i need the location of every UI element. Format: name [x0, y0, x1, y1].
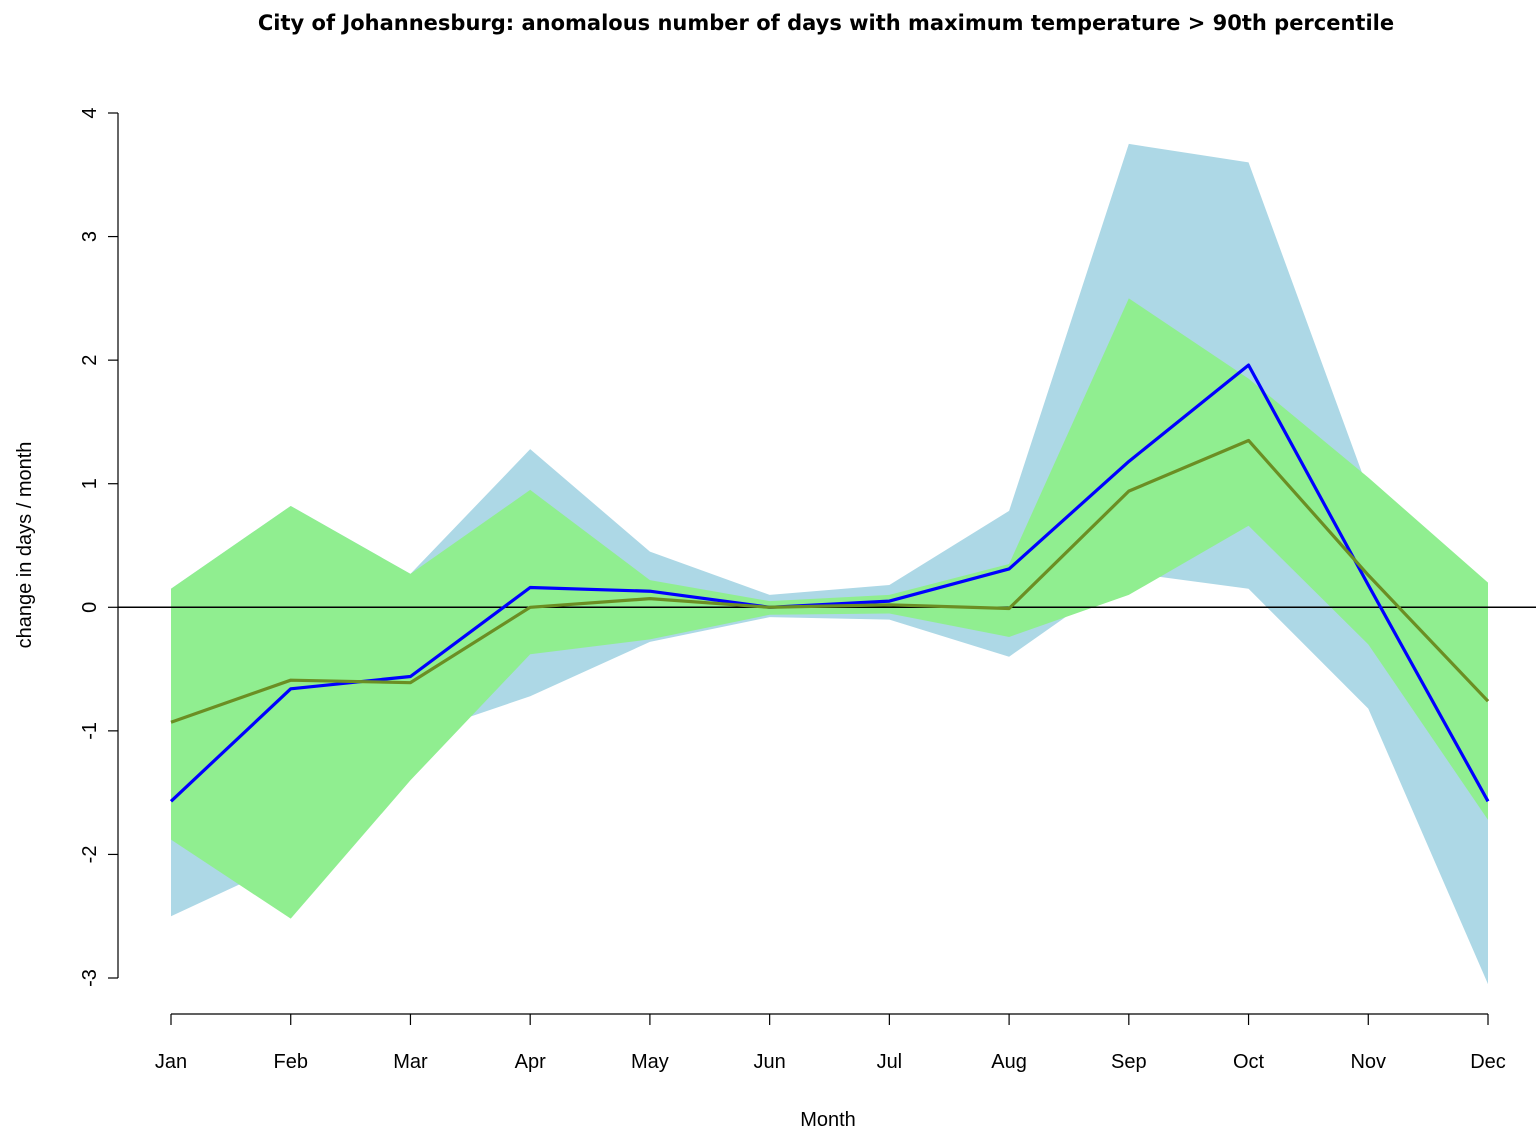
series-line-2: [170, 438, 1490, 724]
y-tick-label: 2: [79, 355, 101, 366]
x-tick-label: Oct: [1233, 1051, 1265, 1073]
x-tick-label: Sep: [1111, 1051, 1147, 1073]
uncertainty-bands: [171, 143, 1488, 985]
x-tick-label: Nov: [1350, 1051, 1386, 1073]
series-lines: [169, 363, 1490, 803]
x-tick-label: Jun: [754, 1051, 786, 1073]
x-tick-label: Jul: [877, 1051, 903, 1073]
y-tick-label: -2: [79, 846, 101, 864]
chart-title: City of Johannesburg: anomalous number o…: [258, 11, 1394, 35]
y-tick-label: 0: [79, 602, 101, 613]
x-tick-label: Aug: [991, 1051, 1027, 1073]
x-tick-label: Mar: [393, 1051, 428, 1073]
x-tick-label: Jan: [155, 1051, 187, 1073]
x-tick-label: May: [631, 1051, 669, 1073]
series-line-1: [169, 363, 1490, 803]
band-2: [171, 298, 1488, 919]
x-axis: Jan Feb Mar Apr May Jun Jul Aug Sep Oct Nov Dec: [155, 1013, 1506, 1073]
y-axis: -3 -2 -1 0 1 2 3 4: [79, 107, 119, 987]
x-tick-label: Dec: [1470, 1051, 1506, 1073]
x-tick-label: Apr: [515, 1051, 546, 1073]
y-tick-label: 1: [79, 478, 101, 489]
y-tick-label: 3: [79, 231, 101, 242]
y-tick-label: -3: [79, 969, 101, 987]
x-tick-label: Feb: [273, 1051, 307, 1073]
x-axis-label: Month: [800, 1109, 856, 1130]
y-tick-label: 4: [79, 107, 101, 118]
y-tick-label: -1: [79, 722, 101, 740]
y-axis-label: change in days / month: [14, 442, 36, 649]
